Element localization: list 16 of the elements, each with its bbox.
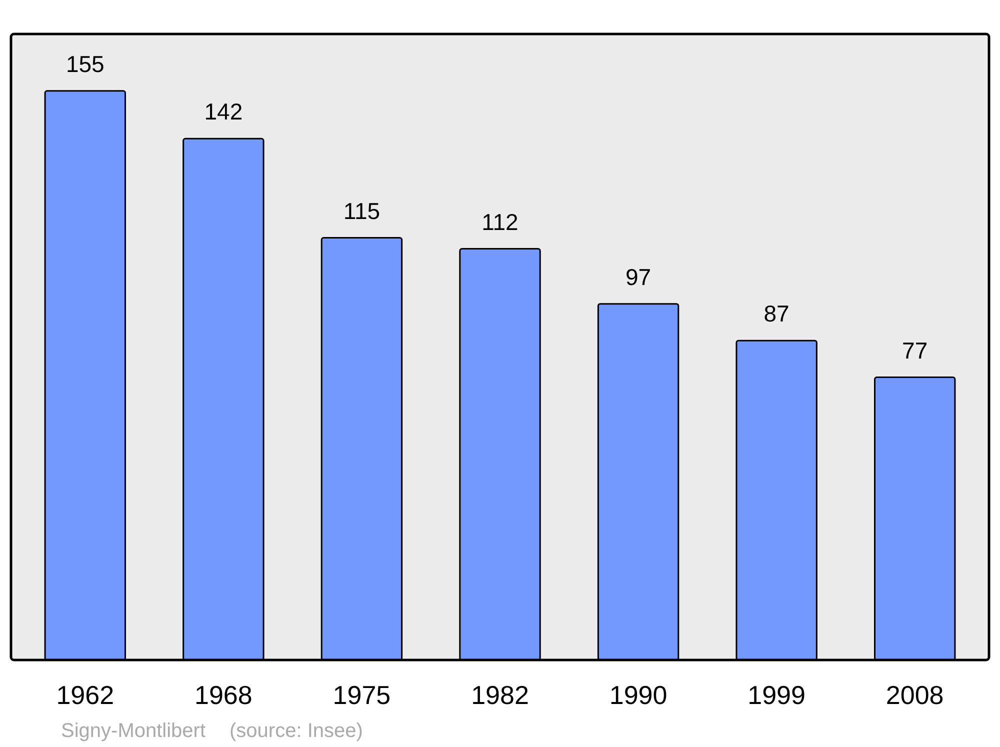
x-tick-label: 2008 — [886, 680, 944, 710]
text: (source: Insee) — [230, 720, 363, 742]
x-tick-label: 1962 — [56, 680, 114, 710]
data-label: 87 — [764, 300, 790, 327]
data-label: 112 — [482, 208, 518, 235]
x-tick-label: 1975 — [332, 680, 391, 710]
text: Signy-Montlibert — [61, 720, 206, 742]
x-tick-label: 1990 — [609, 680, 668, 710]
x-tick-label: 1999 — [748, 680, 806, 710]
data-label: 97 — [625, 264, 652, 290]
data-label: 115 — [343, 198, 380, 224]
x-tick-label: 1968 — [194, 680, 252, 710]
data-label: 142 — [204, 98, 243, 125]
data-label: 77 — [902, 337, 928, 364]
data-label: 155 — [66, 50, 104, 77]
x-tick-label: 1982 — [471, 680, 529, 710]
